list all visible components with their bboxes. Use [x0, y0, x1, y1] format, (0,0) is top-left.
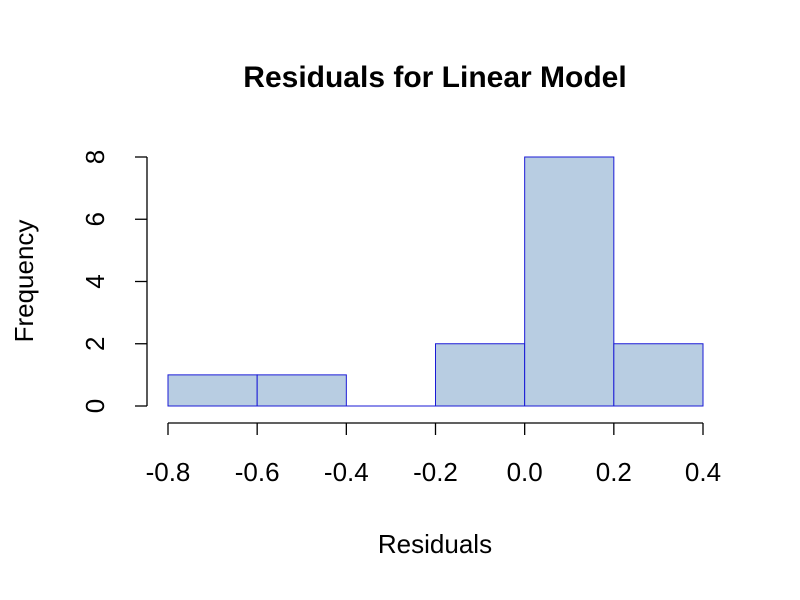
- y-tick-label: 6: [80, 212, 110, 226]
- histogram-bar-3: [435, 343, 526, 407]
- x-tick-label: -0.4: [324, 457, 369, 487]
- histogram-bar-5: [613, 343, 704, 407]
- y-tick-label: 8: [80, 150, 110, 164]
- bars: [167, 156, 704, 407]
- x-tick-label: -0.2: [413, 457, 458, 487]
- x-axis-label: Residuals: [378, 529, 492, 559]
- x-tick-label: -0.6: [235, 457, 280, 487]
- histogram-bar-4: [524, 156, 615, 407]
- x-axis: -0.8 -0.6 -0.4 -0.2 0.0 0.2 0.4: [146, 422, 721, 487]
- x-tick-label: 0.0: [507, 457, 543, 487]
- y-tick-label: 0: [80, 399, 110, 413]
- x-tick-label: -0.8: [146, 457, 191, 487]
- histogram-bar-1: [256, 374, 347, 407]
- chart-title: Residuals for Linear Model: [243, 61, 626, 94]
- y-axis: 0 2 4 6 8: [80, 150, 148, 413]
- x-tick-label: 0.2: [596, 457, 632, 487]
- y-axis-label: Frequency: [9, 220, 39, 343]
- x-tick-label: 0.4: [685, 457, 721, 487]
- histogram-bar-0: [167, 374, 258, 407]
- y-tick-label: 4: [80, 274, 110, 288]
- y-tick-label: 2: [80, 337, 110, 351]
